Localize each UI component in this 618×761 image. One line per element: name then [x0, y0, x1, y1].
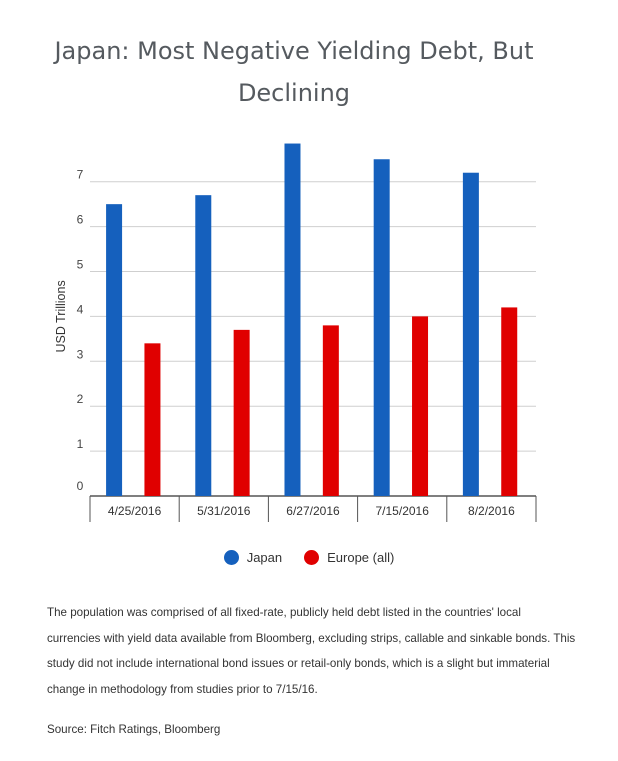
bar-europe-2: [322, 325, 339, 496]
bar-japan-3: [373, 159, 390, 496]
source-citation: Source: Fitch Ratings, Bloomberg: [47, 723, 221, 736]
bar-japan-0: [106, 204, 123, 496]
x-tick-label-0: 4/25/2016: [108, 504, 162, 518]
y-tick-label-0: 0: [77, 479, 84, 493]
y-tick-label-6: 6: [77, 213, 84, 227]
legend-label-japan: Japan: [246, 550, 283, 565]
bar-europe-4: [501, 307, 518, 496]
y-tick-label-3: 3: [77, 347, 84, 361]
bar-europe-1: [233, 329, 250, 496]
x-tick-label-2: 6/27/2016: [286, 504, 340, 518]
bar-japan-1: [195, 195, 212, 497]
x-tick-label-1: 5/31/2016: [197, 504, 251, 518]
bar-japan-4: [462, 172, 479, 496]
chart-legend: Japan Europe (all): [0, 550, 618, 565]
legend-item-europe[interactable]: Europe (all): [304, 550, 394, 565]
legend-swatch-japan: [223, 550, 239, 565]
y-tick-label-7: 7: [77, 168, 84, 182]
bar-chart: 0 1 2 3 4 5 6 7 USD Trillions 4/25/2016 5/31/2016 6…: [54, 143, 537, 522]
y-tick-label-2: 2: [77, 392, 84, 406]
legend-swatch-europe: [304, 550, 320, 565]
x-tick-label-4: 8/2/2016: [468, 504, 515, 518]
y-tick-label-1: 1: [77, 437, 84, 451]
bar-europe-3: [412, 316, 429, 496]
legend-label-europe: Europe (all): [327, 550, 395, 565]
x-tick-label-3: 7/15/2016: [376, 504, 430, 518]
methodology-note: The population was comprised of all fixe…: [47, 606, 576, 696]
chart-title-line-2: Declining: [237, 79, 351, 107]
y-tick-label-4: 4: [77, 302, 84, 316]
y-tick-label-5: 5: [77, 258, 84, 272]
bar-europe-0: [144, 343, 161, 496]
chart-title-line-1: Japan: Most Negative Yielding Debt, But: [54, 37, 534, 65]
legend-item-japan[interactable]: Japan: [223, 550, 283, 565]
chart-title: Japan: Most Negative Yielding Debt, But …: [40, 30, 548, 114]
y-axis-title: USD Trillions: [54, 280, 68, 352]
bar-japan-2: [284, 143, 301, 496]
